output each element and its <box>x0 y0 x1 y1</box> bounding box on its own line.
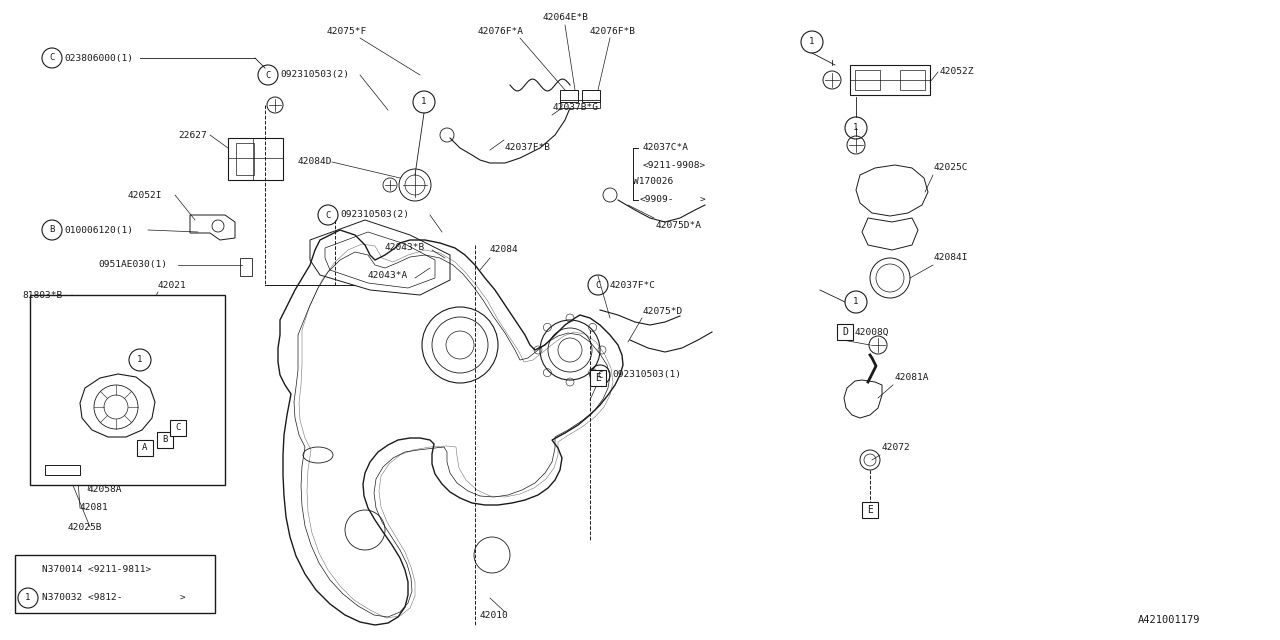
Text: W170026: W170026 <box>634 177 673 186</box>
Bar <box>170 420 186 436</box>
Bar <box>855 70 881 90</box>
Bar <box>228 138 283 180</box>
Text: 092310503(2): 092310503(2) <box>340 211 410 220</box>
Text: 42008Q: 42008Q <box>855 328 890 337</box>
Text: E: E <box>595 373 600 383</box>
Text: A: A <box>142 444 147 452</box>
Text: 42075D*A: 42075D*A <box>657 221 701 230</box>
Bar <box>561 90 579 102</box>
Text: 42025B: 42025B <box>68 522 102 531</box>
Text: 42075*F: 42075*F <box>326 28 367 36</box>
Text: N370032 <9812-          >: N370032 <9812- > <box>42 593 186 602</box>
Text: 42084: 42084 <box>490 246 518 255</box>
Bar <box>837 324 852 340</box>
Text: 1: 1 <box>137 355 142 365</box>
Text: 42052Z: 42052Z <box>940 67 974 77</box>
Bar <box>561 100 600 108</box>
Text: 42076F*B: 42076F*B <box>590 28 636 36</box>
Bar <box>590 370 605 386</box>
Text: 42021: 42021 <box>157 280 187 289</box>
Bar <box>850 65 931 95</box>
Bar <box>582 90 600 102</box>
Text: 42081: 42081 <box>79 504 109 513</box>
Bar <box>241 258 252 276</box>
Text: 81803*B: 81803*B <box>22 291 63 300</box>
Text: 42043*A: 42043*A <box>369 271 408 280</box>
Bar <box>861 502 878 518</box>
Text: >: > <box>700 195 705 205</box>
Text: 22627: 22627 <box>178 131 207 140</box>
Text: 42037F*C: 42037F*C <box>611 280 657 289</box>
Text: D: D <box>842 327 847 337</box>
Text: 092310503(1): 092310503(1) <box>612 371 681 380</box>
Text: A421001179: A421001179 <box>1138 615 1201 625</box>
Text: 42037F*B: 42037F*B <box>506 143 550 152</box>
Text: 42010: 42010 <box>480 611 508 620</box>
Text: B: B <box>50 225 55 234</box>
Text: 023806000(1): 023806000(1) <box>64 54 133 63</box>
Bar <box>29 295 225 485</box>
Text: C: C <box>175 424 180 433</box>
Text: 42072: 42072 <box>882 444 911 452</box>
Bar <box>900 70 925 90</box>
Text: 42043*B: 42043*B <box>385 243 425 253</box>
Text: C: C <box>265 70 270 79</box>
Text: B: B <box>163 435 168 445</box>
Text: 1: 1 <box>421 97 426 106</box>
Text: 42076F*A: 42076F*A <box>477 28 524 36</box>
Text: 1: 1 <box>854 124 859 132</box>
Text: 1: 1 <box>26 593 31 602</box>
Text: C: C <box>595 280 600 289</box>
Text: 42075*D: 42075*D <box>643 307 684 317</box>
Text: C: C <box>50 54 55 63</box>
Text: 42037C*A: 42037C*A <box>643 143 689 152</box>
Text: 42084D: 42084D <box>298 157 333 166</box>
Text: 1: 1 <box>809 38 814 47</box>
Text: 010006120(1): 010006120(1) <box>64 225 133 234</box>
Bar <box>15 555 215 613</box>
Text: 0951AE030(1): 0951AE030(1) <box>99 260 166 269</box>
Bar <box>236 143 253 175</box>
Text: <9211-9908>: <9211-9908> <box>643 161 707 170</box>
Bar <box>45 465 79 475</box>
Text: 42037B*G: 42037B*G <box>553 104 599 113</box>
Text: E: E <box>867 505 873 515</box>
Bar <box>137 440 154 456</box>
Text: 42058A: 42058A <box>88 486 123 495</box>
Text: C: C <box>598 371 603 380</box>
Text: 1: 1 <box>854 298 859 307</box>
Text: 42025C: 42025C <box>934 163 969 173</box>
Text: 092310503(2): 092310503(2) <box>280 70 349 79</box>
Text: 42064E*B: 42064E*B <box>543 13 589 22</box>
Text: <9909-: <9909- <box>640 195 675 205</box>
Bar <box>157 432 173 448</box>
Text: 42052I: 42052I <box>128 191 163 200</box>
Text: 42081A: 42081A <box>895 374 929 383</box>
Text: 42084I: 42084I <box>934 253 969 262</box>
Text: C: C <box>325 211 330 220</box>
Text: N370014 <9211-9811>: N370014 <9211-9811> <box>42 564 151 573</box>
